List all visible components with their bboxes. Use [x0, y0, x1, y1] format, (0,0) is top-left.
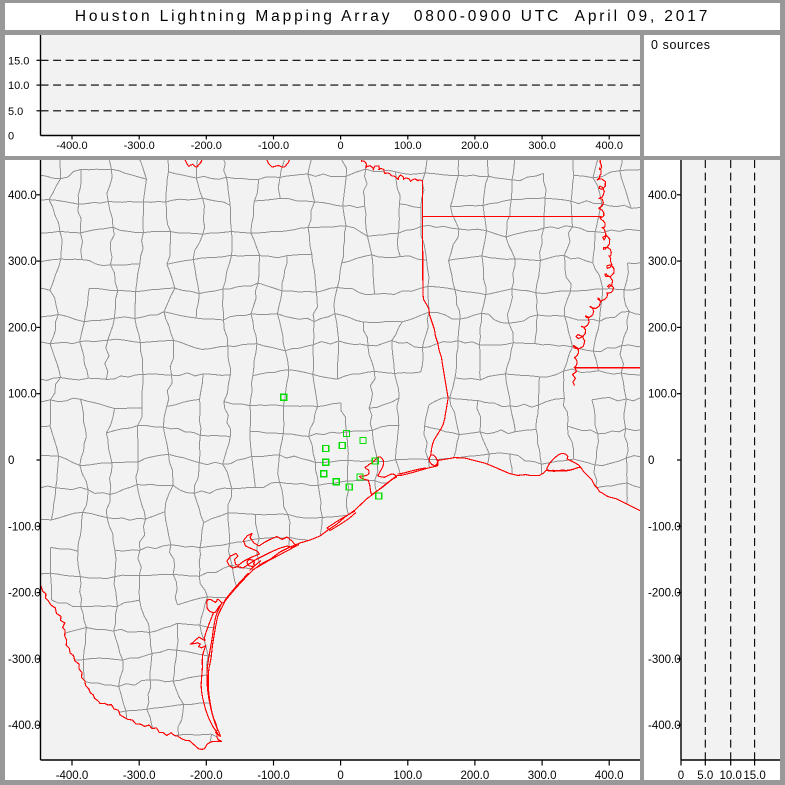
- svg-text:10.0: 10.0: [720, 770, 742, 780]
- svg-text:-200.0: -200.0: [648, 588, 681, 600]
- svg-text:-400.0: -400.0: [648, 720, 681, 732]
- svg-text:15.0: 15.0: [743, 770, 765, 780]
- svg-text:-200.0: -200.0: [8, 588, 41, 600]
- svg-text:300.0: 300.0: [648, 256, 677, 268]
- svg-text:300.0: 300.0: [528, 140, 556, 152]
- svg-text:100.0: 100.0: [393, 770, 422, 780]
- svg-text:200.0: 200.0: [461, 140, 489, 152]
- svg-text:100.0: 100.0: [8, 389, 37, 401]
- svg-text:-200.0: -200.0: [191, 140, 222, 152]
- svg-text:-300.0: -300.0: [8, 654, 41, 666]
- svg-text:400.0: 400.0: [8, 190, 37, 202]
- svg-text:-200.0: -200.0: [190, 770, 223, 780]
- svg-text:200.0: 200.0: [461, 770, 490, 780]
- svg-text:0: 0: [678, 770, 684, 780]
- svg-text:100.0: 100.0: [648, 389, 677, 401]
- svg-text:-300.0: -300.0: [123, 770, 156, 780]
- svg-text:-400.0: -400.0: [56, 140, 87, 152]
- svg-text:0: 0: [338, 140, 344, 152]
- svg-text:5.0: 5.0: [8, 105, 23, 117]
- svg-text:-100.0: -100.0: [257, 770, 290, 780]
- svg-text:200.0: 200.0: [8, 322, 37, 334]
- svg-text:-300.0: -300.0: [648, 654, 681, 666]
- svg-text:15.0: 15.0: [8, 55, 29, 67]
- svg-text:300.0: 300.0: [8, 256, 37, 268]
- svg-text:400.0: 400.0: [595, 140, 623, 152]
- svg-text:-100.0: -100.0: [648, 521, 681, 533]
- svg-text:400.0: 400.0: [595, 770, 624, 780]
- svg-text:100.0: 100.0: [394, 140, 422, 152]
- svg-text:-300.0: -300.0: [124, 140, 155, 152]
- svg-text:-100.0: -100.0: [8, 521, 41, 533]
- svg-text:300.0: 300.0: [528, 770, 557, 780]
- svg-text:0: 0: [648, 455, 654, 467]
- svg-text:-400.0: -400.0: [56, 770, 89, 780]
- svg-text:-400.0: -400.0: [8, 720, 41, 732]
- svg-text:0: 0: [8, 455, 14, 467]
- svg-text:0: 0: [337, 770, 343, 780]
- svg-text:200.0: 200.0: [648, 322, 677, 334]
- svg-text:10.0: 10.0: [8, 80, 29, 92]
- svg-text:-100.0: -100.0: [258, 140, 289, 152]
- svg-text:400.0: 400.0: [648, 190, 677, 202]
- svg-text:5.0: 5.0: [697, 770, 713, 780]
- svg-text:0: 0: [8, 130, 14, 142]
